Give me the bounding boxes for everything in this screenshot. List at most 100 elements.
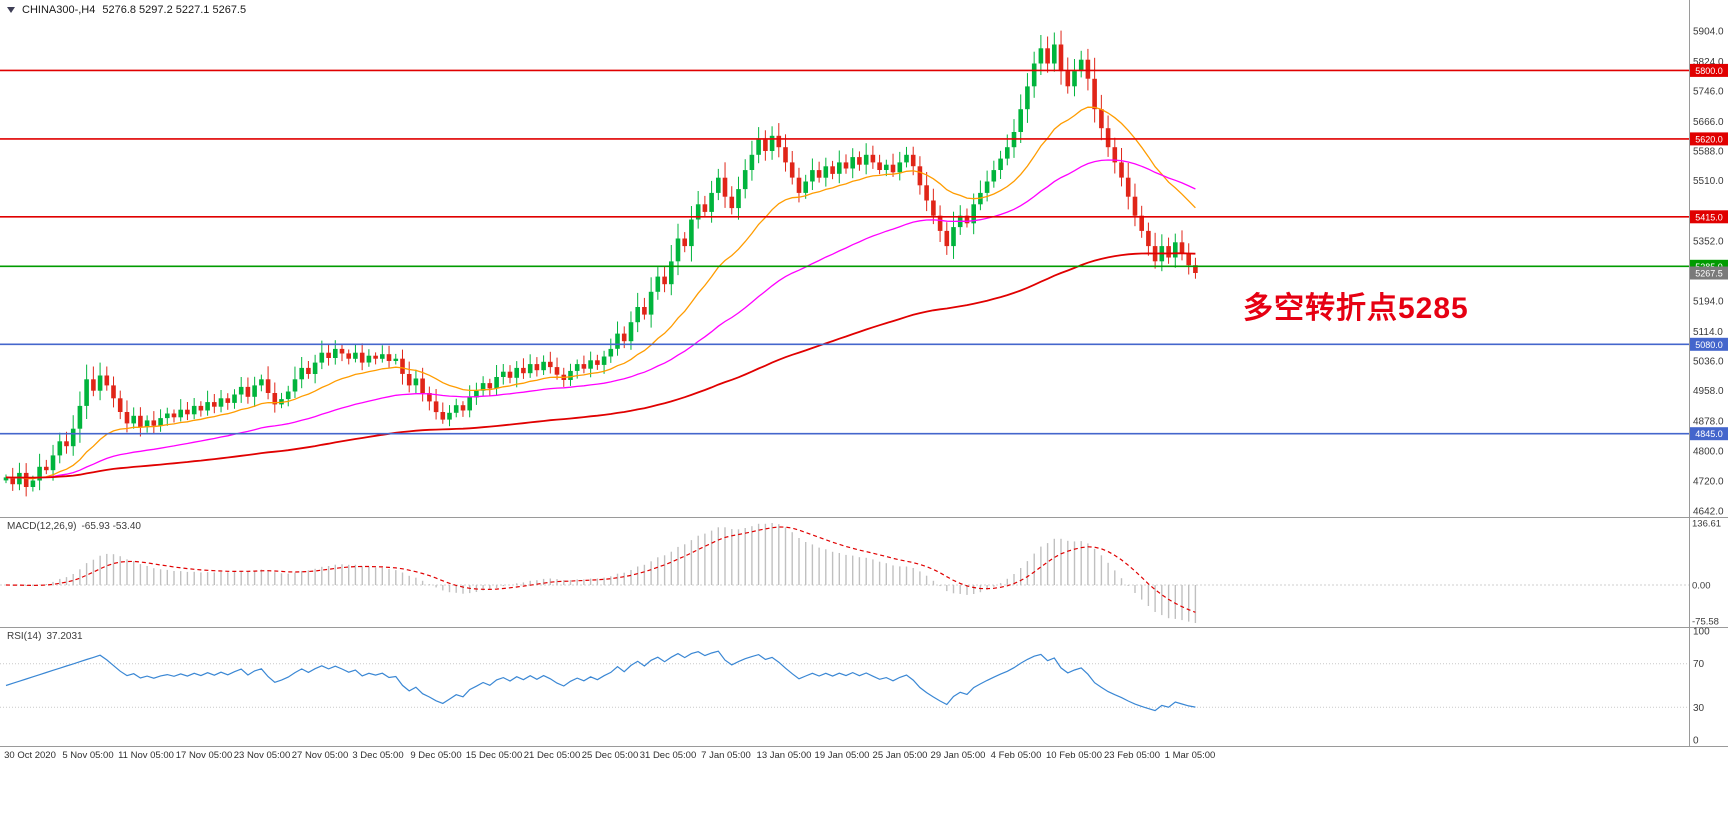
candle-body xyxy=(1179,242,1185,254)
candle-body xyxy=(816,170,822,178)
rsi-value: 37.2031 xyxy=(46,631,83,642)
candle-body xyxy=(326,352,331,358)
candle-body xyxy=(10,477,15,485)
candle-body xyxy=(97,375,103,391)
candle-body xyxy=(1193,265,1198,273)
candle-body xyxy=(514,367,519,378)
candle-body xyxy=(937,215,943,231)
candle-body xyxy=(453,405,459,413)
candle-body xyxy=(554,367,560,375)
candle-body xyxy=(185,409,190,415)
candle-body xyxy=(151,420,157,426)
candle-body xyxy=(756,139,761,155)
candle-body xyxy=(494,377,499,389)
candle-body xyxy=(245,386,251,397)
candle-body xyxy=(252,385,257,397)
price-badge-label: 5415.0 xyxy=(1695,212,1723,222)
candle-body xyxy=(1125,177,1131,197)
symbol-name: CHINA300-,H4 xyxy=(22,4,96,16)
candle-body xyxy=(527,364,533,374)
candle-body xyxy=(366,355,372,363)
candle-body xyxy=(763,139,768,151)
chart-canvas[interactable]: 5904.0 5824.0 5746.0 5666.0 5588.0 5510.0 5352… xyxy=(0,0,1728,770)
candle-body xyxy=(1186,253,1191,266)
candle-body xyxy=(272,393,278,405)
candle-body xyxy=(218,398,224,407)
candle-body xyxy=(924,185,929,201)
candle-body xyxy=(198,405,204,411)
candle-body xyxy=(574,364,580,371)
candle-body xyxy=(944,230,950,247)
candle-body xyxy=(635,307,640,323)
candle-body xyxy=(1105,128,1111,148)
time-axis-label: 3 Dec 05:00 xyxy=(352,750,403,761)
macd-axis-tick: -75.58 xyxy=(1692,617,1719,628)
price-level-badge xyxy=(1690,266,1728,280)
candle-body xyxy=(669,261,674,285)
candle-body xyxy=(380,354,385,359)
candle-body xyxy=(601,356,607,365)
candle-body xyxy=(1099,109,1104,129)
candle-body xyxy=(433,401,439,413)
candle-body xyxy=(568,370,573,380)
candle-body xyxy=(803,181,808,193)
annotation-text[interactable]: 多空转折点5285 xyxy=(1243,292,1469,325)
rsi-name: RSI(14) xyxy=(7,631,42,642)
candle-body xyxy=(857,157,862,165)
candle-body xyxy=(386,354,392,361)
candle-body xyxy=(1146,230,1151,247)
candle-body xyxy=(1139,215,1144,231)
candle-body xyxy=(353,352,358,359)
candle-body xyxy=(628,322,634,342)
price-axis-tick: 5510.0 xyxy=(1693,176,1724,187)
candle-body xyxy=(615,333,620,349)
symbol-marker-icon xyxy=(7,7,15,13)
candle-body xyxy=(420,378,425,393)
candle-body xyxy=(319,352,325,363)
time-axis-label: 9 Dec 05:00 xyxy=(410,750,461,761)
candle-body xyxy=(608,348,614,357)
price-axis-tick: 4720.0 xyxy=(1693,477,1724,488)
candle-body xyxy=(285,391,291,400)
candle-body xyxy=(158,418,163,426)
candle-body xyxy=(333,348,338,358)
candle-body xyxy=(783,147,788,163)
price-axis-tick: 5904.0 xyxy=(1693,26,1724,37)
time-axis-label: 23 Nov 05:00 xyxy=(234,750,291,761)
candle-body xyxy=(689,219,694,247)
candle-body xyxy=(964,215,970,224)
candle-body xyxy=(521,367,526,374)
rsi-axis-tick: 30 xyxy=(1693,703,1705,714)
candle-body xyxy=(1072,71,1077,87)
candle-body xyxy=(830,166,835,174)
candle-body xyxy=(863,154,869,165)
price-axis-tick: 5746.0 xyxy=(1693,86,1724,97)
candle-body xyxy=(1065,71,1071,87)
symbol-info-bar: CHINA300-,H4 5276.8 5297.2 5227.1 5267.5 xyxy=(7,4,246,16)
candle-body xyxy=(1005,147,1010,159)
candle-body xyxy=(171,413,177,418)
candle-body xyxy=(870,154,876,163)
candle-body xyxy=(373,355,378,359)
candle-body xyxy=(447,412,452,420)
time-axis-label: 4 Feb 05:00 xyxy=(991,750,1042,761)
candle-body xyxy=(1173,242,1178,258)
candle-body xyxy=(736,189,741,209)
candle-body xyxy=(205,402,210,411)
price-badge-label: 5800.0 xyxy=(1695,66,1723,76)
candle-body xyxy=(534,364,540,371)
rsi-axis-tick: 100 xyxy=(1693,627,1710,638)
candle-body xyxy=(400,358,405,374)
candle-body xyxy=(595,360,600,365)
candle-body xyxy=(50,455,56,471)
macd-signal-line xyxy=(5,526,1196,613)
candle-body xyxy=(1025,86,1030,110)
candle-body xyxy=(487,383,493,389)
candle-body xyxy=(655,276,661,292)
price-badge-label: 4845.0 xyxy=(1695,429,1723,439)
price-axis-tick: 4958.0 xyxy=(1693,386,1724,397)
candle-body xyxy=(890,164,896,173)
candle-body xyxy=(57,441,63,456)
candle-body xyxy=(769,135,775,151)
candle-body xyxy=(77,405,83,429)
